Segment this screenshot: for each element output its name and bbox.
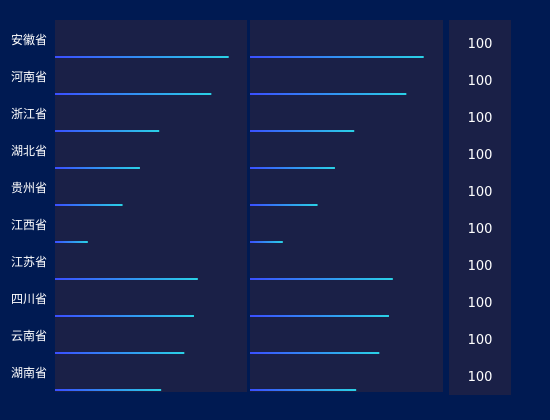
category-label: 湖北省 [11, 143, 47, 158]
value-label: 100 [468, 259, 493, 274]
category-label: 浙江省 [11, 107, 47, 121]
right-bar [250, 93, 407, 95]
value-label: 100 [468, 74, 493, 89]
left-bar [55, 56, 229, 58]
value-label: 100 [468, 333, 493, 348]
left-bar [55, 278, 198, 280]
right-bar [250, 352, 380, 354]
left-bar [55, 241, 88, 243]
left-bar [55, 315, 194, 317]
value-label: 100 [468, 222, 493, 237]
category-label: 贵州省 [11, 181, 47, 195]
value-label: 100 [468, 111, 493, 126]
value-label: 100 [468, 148, 493, 163]
right-bar [250, 389, 357, 391]
right-bar [250, 278, 393, 280]
category-label: 河南省 [11, 69, 47, 84]
value-label: 100 [468, 185, 493, 200]
right-bar [250, 130, 355, 132]
right-bar [250, 167, 335, 169]
category-label: 湖南省 [11, 365, 47, 380]
left-bar [55, 204, 123, 206]
category-label: 四川省 [11, 292, 47, 306]
right-bar [250, 204, 318, 206]
category-label: 江西省 [11, 218, 47, 232]
right-bar [250, 241, 283, 243]
left-bar [55, 167, 140, 169]
left-bar [55, 130, 160, 132]
value-column-panel [449, 20, 511, 395]
left-bar [55, 93, 212, 95]
value-label: 100 [468, 37, 493, 52]
right-bar [250, 315, 389, 317]
left-bar [55, 389, 162, 391]
left-bar [55, 352, 185, 354]
value-label: 100 [468, 370, 493, 385]
category-label: 安徽省 [11, 32, 47, 47]
value-label: 100 [468, 296, 493, 311]
category-label: 江苏省 [11, 255, 47, 269]
right-bar [250, 56, 424, 58]
category-label: 云南省 [11, 328, 47, 343]
